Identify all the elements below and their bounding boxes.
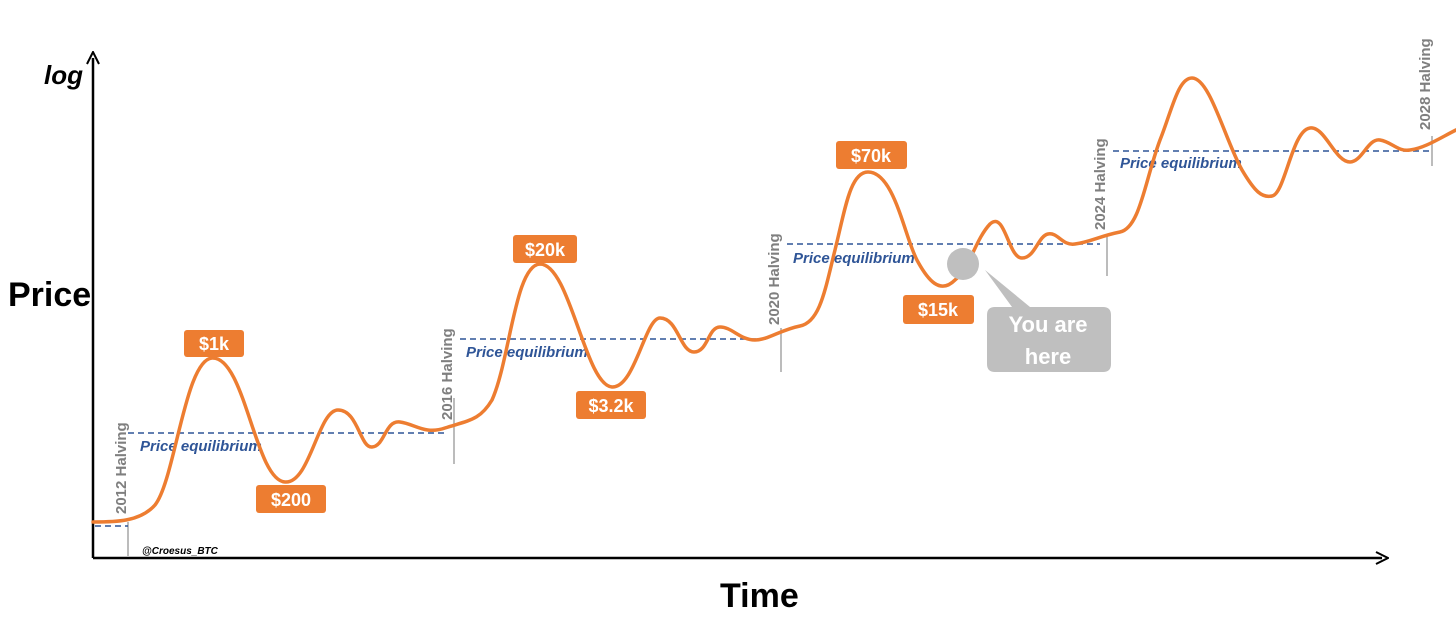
- price-label-15k: $15k: [918, 300, 959, 320]
- price-curve: [91, 76, 1456, 524]
- price-annotations: $1k $200 $20k $3.2k $70k $15k: [184, 141, 974, 513]
- you-are-here-bubble: [985, 270, 1111, 372]
- price-label-200: $200: [271, 490, 311, 510]
- price-box-20k: $20k: [513, 235, 577, 263]
- halving-label-2028: 2028 Halving: [1417, 38, 1434, 130]
- halving-label-2016: 2016 Halving: [439, 328, 456, 420]
- equilibrium-label-1: Price equilibrium: [140, 438, 262, 455]
- you-are-here-line1: You are: [1008, 312, 1087, 337]
- price-box-1k: $1k: [184, 330, 244, 357]
- equilibrium-label-3: Price equilibrium: [793, 250, 915, 267]
- price-box-15k: $15k: [903, 295, 974, 324]
- equilibrium-label-2: Price equilibrium: [466, 344, 588, 361]
- y-axis-title: Price: [8, 276, 91, 314]
- y-scale-label: log: [44, 60, 83, 90]
- halving-label-2020: 2020 Halving: [766, 233, 783, 325]
- credit-label: @Croesus_BTC: [142, 546, 219, 557]
- current-position-dot: [947, 248, 979, 280]
- equilibrium-lines: Price equilibrium Price equilibrium Pric…: [95, 150, 1432, 527]
- price-label-1k: $1k: [199, 334, 230, 354]
- x-axis-title: Time: [720, 577, 799, 615]
- equilibrium-label-4: Price equilibrium: [1120, 155, 1242, 172]
- price-box-3-2k: $3.2k: [576, 391, 646, 419]
- price-label-3-2k: $3.2k: [588, 396, 634, 416]
- you-are-here-line2: here: [1025, 344, 1071, 369]
- you-are-here-marker: You are here: [947, 248, 1111, 372]
- halving-label-2024: 2024 Halving: [1092, 138, 1109, 230]
- price-box-70k: $70k: [836, 141, 907, 169]
- price-box-200: $200: [256, 485, 326, 513]
- price-label-70k: $70k: [851, 146, 892, 166]
- halving-markers: 2012 Halving 2016 Halving 2020 Halving 2…: [113, 38, 1434, 556]
- halving-label-2012: 2012 Halving: [113, 422, 130, 514]
- price-label-20k: $20k: [525, 240, 566, 260]
